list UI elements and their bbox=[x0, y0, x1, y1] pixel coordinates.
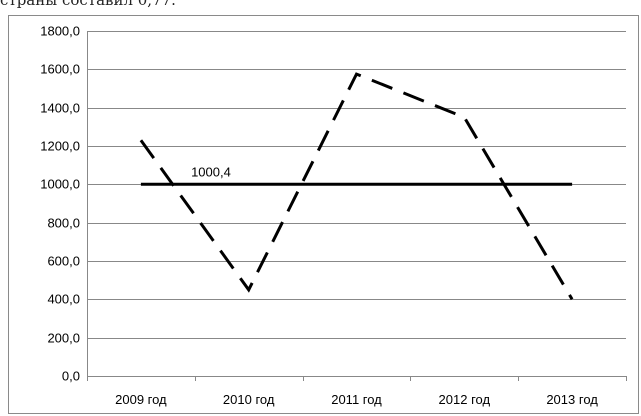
x-tick-label: 2009 год bbox=[115, 392, 167, 407]
x-tick-label: 2013 год bbox=[546, 392, 598, 407]
annotations: 1000,4 bbox=[191, 164, 231, 179]
y-tick-label: 400,0 bbox=[47, 292, 80, 307]
y-tick-label: 1600,0 bbox=[40, 62, 80, 77]
x-tick-label: 2011 год bbox=[331, 392, 382, 407]
y-tick-label: 1400,0 bbox=[40, 101, 80, 116]
chart-border bbox=[8, 15, 639, 414]
x-axis: 2009 год 2010 год 2011 год 2012 год 2013 год bbox=[87, 376, 627, 407]
y-axis: 0,0 200,0 400,0 600,0 800,0 1000,0 1200,0 1400,… bbox=[40, 24, 88, 384]
y-tick-label: 200,0 bbox=[47, 331, 80, 346]
y-tick-label: 1800,0 bbox=[40, 24, 80, 39]
y-tick-label: 600,0 bbox=[47, 254, 80, 269]
y-tick-label: 0,0 bbox=[62, 369, 80, 384]
dashed-series-line bbox=[139, 72, 574, 301]
x-tick-label: 2010 год bbox=[223, 392, 275, 407]
y-tick-label: 1200,0 bbox=[40, 139, 80, 154]
x-tick-label: 2012 год bbox=[439, 392, 491, 407]
top-text: страны составил 0,77. bbox=[0, 0, 176, 9]
y-tick-label: 800,0 bbox=[47, 216, 80, 231]
y-tick-label: 1000,0 bbox=[40, 177, 80, 192]
series-lines bbox=[139, 72, 574, 301]
data-label: 1000,4 bbox=[191, 164, 231, 179]
